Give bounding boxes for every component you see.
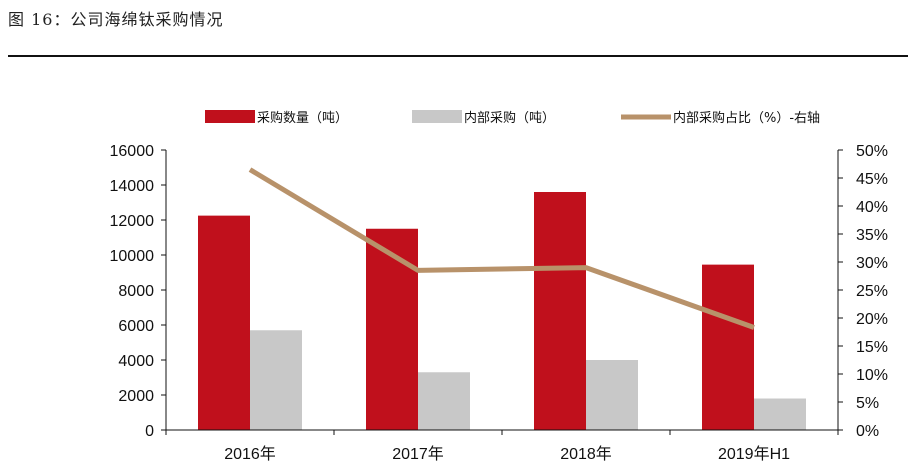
purchase-volume-bar xyxy=(702,264,754,430)
legend-label: 内部采购（吨） xyxy=(464,110,555,126)
legend-label: 内部采购占比（%）-右轴 xyxy=(673,110,820,126)
x-tick-label: 2017年 xyxy=(392,445,444,463)
chart-legend: 采购数量（吨） 内部采购（吨） 内部采购占比（%）-右轴 xyxy=(205,110,820,126)
line-series xyxy=(248,167,755,330)
caption-divider xyxy=(8,55,908,57)
left-tick-label: 6000 xyxy=(118,318,154,335)
right-tick-label: 50% xyxy=(856,143,888,160)
legend-label: 采购数量（吨） xyxy=(257,110,348,126)
left-tick-label: 0 xyxy=(145,423,154,440)
purchase-volume-bar xyxy=(534,192,586,430)
right-tick-label: 10% xyxy=(856,367,888,384)
left-tick-label: 10000 xyxy=(110,248,155,265)
x-axis: 2016年 2017年 2018年 2019年H1 xyxy=(165,429,839,463)
left-tick-label: 4000 xyxy=(118,353,154,370)
right-tick-label: 35% xyxy=(856,227,888,244)
purchase-volume-bar xyxy=(366,228,418,430)
right-tick-label: 15% xyxy=(856,339,888,356)
right-tick-label: 20% xyxy=(856,311,888,328)
left-tick-label: 12000 xyxy=(110,213,155,230)
right-tick-label: 5% xyxy=(856,395,879,412)
legend-swatch xyxy=(412,110,462,123)
internal-share-line xyxy=(248,167,755,330)
x-tick-label: 2016年 xyxy=(224,445,276,463)
purchase-volume-bar xyxy=(198,215,250,430)
right-tick-label: 45% xyxy=(856,171,888,188)
internal-purchase-bar xyxy=(754,398,806,430)
internal-purchase-bar xyxy=(418,372,470,430)
right-tick-label: 25% xyxy=(856,283,888,300)
figure-caption: 图 16：公司海绵钛采购情况 xyxy=(8,10,224,29)
internal-purchase-bar xyxy=(250,330,302,430)
right-tick-label: 0% xyxy=(856,423,879,440)
right-tick-label: 30% xyxy=(856,255,888,272)
left-tick-label: 16000 xyxy=(110,143,155,160)
x-tick-label: 2019年H1 xyxy=(718,445,790,463)
x-tick-label: 2018年 xyxy=(560,445,612,463)
left-tick-label: 14000 xyxy=(110,178,155,195)
legend-swatch xyxy=(205,110,255,123)
internal-purchase-bar xyxy=(586,360,638,430)
left-y-axis: 0 2000 4000 6000 8000 10000 12000 14000 16000 xyxy=(110,143,167,440)
left-tick-label: 8000 xyxy=(118,283,154,300)
left-tick-label: 2000 xyxy=(118,388,154,405)
right-y-axis: 0% 5% 10% 15% 20% 25% 30% 35% 40% 45% 50% xyxy=(837,143,888,440)
right-tick-label: 40% xyxy=(856,199,888,216)
